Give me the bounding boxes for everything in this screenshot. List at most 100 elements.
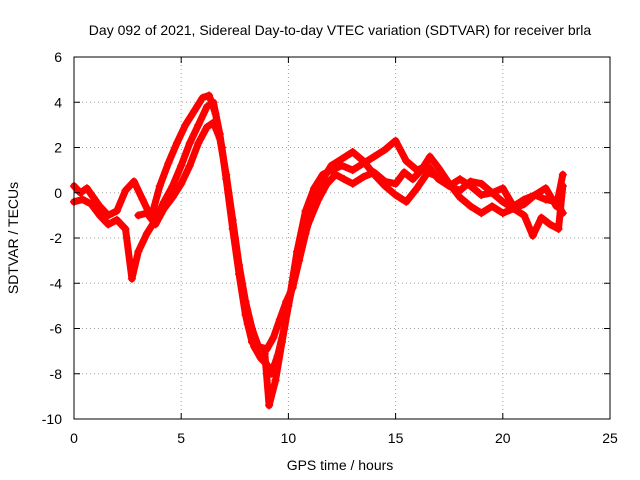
data-series [70,91,567,410]
data-point [477,209,486,218]
data-point [348,179,357,188]
data-point [177,161,186,170]
data-point [434,163,443,172]
data-point [228,215,237,224]
data-point [520,211,529,220]
x-tick-label: 20 [495,430,511,446]
data-point [130,177,139,186]
data-point [380,145,389,154]
data-point [423,168,432,177]
data-point [198,93,207,102]
data-point [241,297,250,306]
data-point [254,342,263,351]
series-track-c [134,119,567,353]
data-point [434,172,443,181]
data-point [155,181,164,190]
data-point [455,175,464,184]
data-point [262,344,271,353]
data-point [121,224,130,233]
data-point [380,181,389,190]
data-point [277,338,286,347]
data-point [400,168,409,177]
data-point [348,148,357,157]
data-point [340,175,349,184]
y-tick-label: -6 [50,321,63,337]
data-point [265,401,274,410]
data-point [142,209,151,218]
data-point [168,193,177,202]
data-point [190,107,199,116]
x-tick-label: 15 [388,430,404,446]
data-point [402,197,411,206]
data-point [477,191,486,200]
data-point [205,91,214,100]
data-point [391,191,400,200]
data-point [408,175,417,184]
data-point [142,229,151,238]
data-point [104,211,113,220]
y-tick-label: 6 [54,49,62,65]
data-point [558,209,567,218]
data-point [537,213,546,222]
data-point [413,184,422,193]
data-point [89,193,98,202]
data-point [78,195,87,204]
data-point [455,186,464,195]
data-point [121,186,130,195]
data-point [541,195,550,204]
data-point [466,177,475,186]
data-point [288,283,297,292]
data-point [202,102,211,111]
y-tick-label: 0 [54,185,62,201]
data-point [164,159,173,168]
data-point [215,134,224,143]
data-point [194,120,203,129]
data-point [445,181,454,190]
data-point [455,193,464,202]
data-point [520,195,529,204]
data-point [310,197,319,206]
data-point [202,123,211,132]
data-point [370,152,379,161]
data-point [318,175,327,184]
data-point [498,197,507,206]
data-point [331,170,340,179]
data-point [138,195,147,204]
data-point [247,324,256,333]
data-point [545,220,554,229]
data-point [209,118,218,127]
chart-title: Day 092 of 2021, Sidereal Day-to-day VTE… [89,22,592,38]
y-tick-label: -10 [42,411,62,427]
data-point [552,197,561,206]
data-point [301,229,310,238]
y-tick-label: -4 [50,275,63,291]
data-point [177,179,186,188]
data-point [209,98,218,107]
data-point [168,181,177,190]
data-point [194,138,203,147]
data-point [359,172,368,181]
data-point [402,157,411,166]
data-point [327,161,336,170]
x-tick-label: 10 [281,430,297,446]
data-point [466,202,475,211]
grid-lines [74,57,610,419]
data-point [391,179,400,188]
data-point [541,184,550,193]
data-point [391,136,400,145]
y-tick-label: 4 [54,94,62,110]
y-tick-label: 2 [54,140,62,156]
data-point [295,256,304,265]
data-point [528,231,537,240]
data-point [181,120,190,129]
data-point [370,170,379,179]
x-tick-label: 25 [602,430,618,446]
y-tick-label: -8 [50,366,63,382]
data-point [104,220,113,229]
data-point [558,170,567,179]
x-tick-label: 0 [70,430,78,446]
data-point [151,220,160,229]
data-point [134,247,143,256]
data-point [95,211,104,220]
